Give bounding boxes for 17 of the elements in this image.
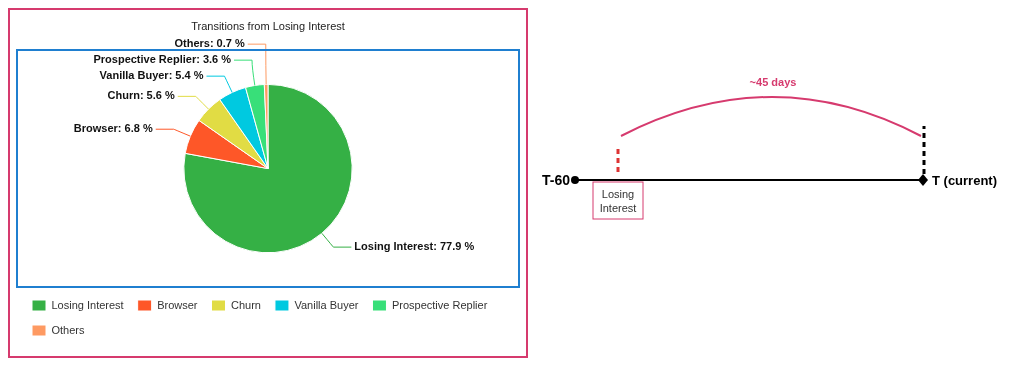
- text: ~45 days: [749, 76, 797, 88]
- text: T-60: [541, 172, 571, 188]
- legend-label: Vanilla Buyer: [294, 298, 359, 311]
- text: Losing Interest: [599, 188, 637, 214]
- data-label: Prospective Replier: 3.6 %: [93, 53, 232, 66]
- data-label: Others: 0.7 %: [174, 37, 245, 50]
- legend-label: Prospective Replier: [391, 298, 488, 311]
- data-label: Browser: 6.8 %: [73, 122, 153, 135]
- legend-label: Losing Interest: [51, 298, 124, 311]
- text: T (current): [932, 173, 997, 188]
- data-label: Vanilla Buyer: 5.4 %: [99, 69, 204, 82]
- legend-label: Browser: [157, 298, 198, 311]
- legend-label: Others: [51, 323, 86, 336]
- legend-label: Churn: [231, 298, 261, 311]
- data-label: Churn: 5.6 %: [107, 89, 175, 102]
- data-label: Losing Interest: 77.9 %: [354, 240, 475, 253]
- chart-title: Transitions from Losing Interest: [191, 19, 345, 32]
